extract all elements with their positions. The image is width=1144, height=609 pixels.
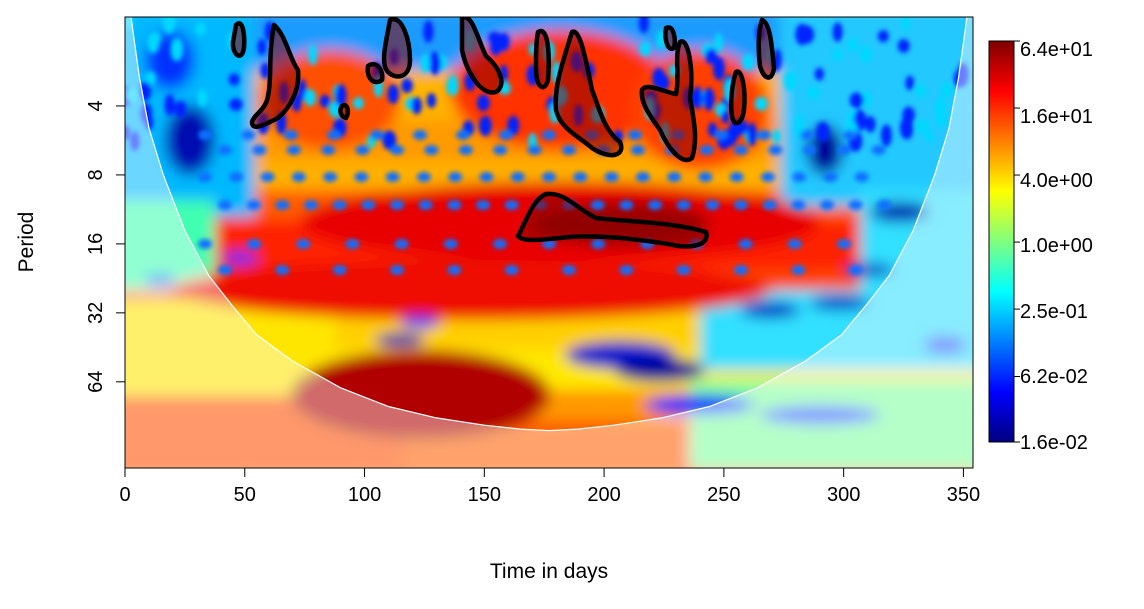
x-tick-label: 0	[119, 484, 130, 506]
y-axis-label: Period	[15, 212, 38, 273]
x-tick-label: 300	[827, 484, 860, 506]
y-tick-label: 64	[85, 371, 107, 393]
cone-of-influence	[125, 17, 973, 468]
significance-contour	[459, 17, 504, 95]
significance-contour	[338, 102, 351, 121]
colorbar-tick-label: 1.0e+00	[1020, 235, 1093, 257]
significance-contour	[756, 17, 777, 80]
x-tick-label: 250	[707, 484, 740, 506]
y-tick-label: 32	[85, 302, 107, 324]
x-tick-label: 150	[468, 484, 501, 506]
y-axis: 4 8 16 32 64	[85, 100, 126, 393]
significance-contour	[515, 191, 709, 249]
colorbar-scale	[988, 40, 1015, 443]
colorbar-tick-label: 6.4e+01	[1020, 39, 1093, 61]
colorbar-tick-label: 1.6e-02	[1020, 432, 1088, 454]
significance-contour	[553, 29, 624, 158]
significance-contour	[365, 62, 385, 85]
y-tick-label: 8	[85, 169, 107, 180]
colorbar-tick-label: 2.5e-01	[1020, 301, 1088, 323]
significance-contour	[533, 28, 551, 90]
colorbar-tick-label: 4.0e+00	[1020, 170, 1093, 192]
significance-contour	[728, 69, 747, 126]
x-tick-label: 350	[947, 484, 980, 506]
y-tick-label: 16	[85, 233, 107, 255]
colorbar-tick-label: 6.2e-02	[1020, 366, 1088, 388]
colorbar: 6.4e+01 1.6e+01 4.0e+00 1.0e+00 2.5e-01 6.2e-…	[988, 39, 1093, 454]
significance-contour	[230, 21, 247, 58]
x-tick-label: 100	[348, 484, 381, 506]
x-axis-label: Time in days	[490, 560, 608, 583]
colorbar-tick-label: 1.6e+01	[1020, 106, 1093, 128]
y-tick-label: 4	[85, 100, 107, 111]
significance-contour	[249, 22, 301, 129]
significance-contours	[230, 17, 777, 249]
x-axis: 0 50 100 150 200 250 300 350	[119, 467, 980, 506]
significance-contour	[639, 39, 698, 163]
significance-contour	[381, 17, 413, 79]
x-tick-label: 200	[587, 484, 620, 506]
significance-contour	[663, 25, 677, 51]
x-tick-label: 50	[234, 484, 256, 506]
